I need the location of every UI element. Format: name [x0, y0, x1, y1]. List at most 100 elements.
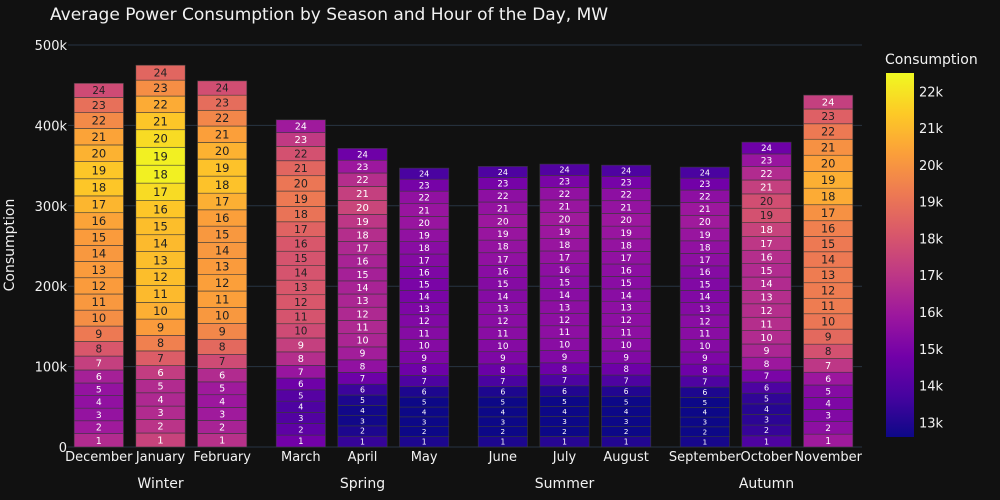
hour-label: 6: [825, 374, 831, 385]
hour-label: 19: [699, 231, 711, 241]
hour-label: 3: [157, 408, 163, 419]
bar-segment[interactable]: [73, 82, 124, 98]
hour-label: 14: [559, 291, 571, 301]
hour-label: 2: [219, 422, 225, 433]
hour-label: 20: [620, 215, 632, 226]
hour-label: 13: [760, 293, 772, 304]
bar-segment[interactable]: [337, 148, 388, 161]
hour-label: 13: [497, 305, 508, 315]
hour-label: 12: [760, 306, 772, 317]
hour-label: 19: [497, 230, 509, 240]
hour-label: 21: [699, 204, 711, 215]
hour-label: 21: [760, 183, 773, 194]
hour-label: 10: [699, 342, 711, 352]
hour-label: 3: [422, 417, 427, 426]
hour-label: 17: [760, 239, 772, 250]
hour-label: 8: [360, 362, 366, 372]
hour-label: 21: [418, 206, 430, 216]
colorbar-tick-label: 16k: [919, 306, 944, 321]
hour-label: 20: [418, 219, 430, 229]
hour-label: 11: [356, 323, 368, 334]
hour-label: 8: [95, 344, 102, 356]
colorbar-tick-label: 13k: [919, 416, 944, 431]
hour-label: 9: [298, 341, 304, 352]
hour-label: 18: [497, 243, 509, 253]
hour-label: 18: [559, 241, 571, 251]
hour-label: 17: [419, 256, 430, 266]
bar-segment[interactable]: [679, 166, 730, 179]
hour-label: 22: [294, 148, 307, 160]
bar-segment[interactable]: [741, 141, 792, 155]
hour-label: 2: [96, 423, 102, 434]
hour-label: 16: [760, 252, 772, 263]
y-axis-label: Consumption: [2, 199, 18, 292]
y-tick-label: 200k: [35, 280, 68, 295]
hour-label: 3: [501, 417, 506, 426]
hour-label: 19: [559, 227, 571, 238]
hour-label: 2: [157, 422, 163, 433]
hour-label: 10: [92, 311, 107, 325]
hour-label: 13: [215, 260, 230, 274]
hour-label: 10: [760, 333, 772, 344]
hour-label: 2: [624, 427, 629, 436]
hour-label: 23: [559, 177, 570, 187]
hour-label: 1: [764, 437, 769, 446]
hour-label: 12: [153, 270, 168, 284]
axes: 0 100k 200k 300k 400k 500k December January Febr…: [35, 39, 863, 492]
hour-label: 7: [702, 377, 707, 386]
bar-segment[interactable]: [135, 64, 186, 81]
hour-label: 7: [422, 377, 427, 386]
hour-label: 1: [360, 437, 365, 446]
hour-label: 5: [298, 390, 303, 400]
bar-segment[interactable]: [803, 94, 854, 110]
bar-segment[interactable]: [539, 163, 590, 176]
hour-label: 22: [418, 194, 429, 204]
hour-label: 20: [356, 203, 369, 214]
hour-label: 2: [360, 427, 365, 436]
hour-label: 8: [298, 354, 304, 365]
hour-label: 19: [294, 193, 308, 206]
season-label: Winter: [137, 476, 183, 492]
hour-label: 12: [215, 276, 230, 290]
hour-label: 16: [419, 269, 430, 279]
hour-label: 9: [562, 353, 568, 363]
hour-label: 7: [298, 368, 304, 378]
x-tick-label: September: [669, 450, 742, 465]
season-label: Summer: [535, 476, 595, 492]
hour-label: 11: [92, 295, 107, 309]
hour-label: 4: [360, 406, 365, 415]
hour-label: 23: [357, 162, 369, 173]
bar-segment[interactable]: [197, 80, 248, 96]
bar-segment[interactable]: [275, 119, 326, 133]
hour-label: 21: [559, 203, 571, 213]
hour-label: 4: [764, 405, 769, 414]
hour-label: 20: [821, 157, 836, 171]
bar-segment[interactable]: [477, 166, 528, 178]
x-tick-label: October: [740, 450, 793, 465]
hour-label: 13: [294, 282, 307, 294]
bar-segment[interactable]: [399, 167, 450, 180]
hour-label: 22: [356, 175, 368, 186]
y-tick-label: 100k: [35, 361, 68, 376]
hour-label: 13: [699, 305, 710, 315]
hour-label: 1: [624, 437, 629, 446]
bar-segment[interactable]: [601, 164, 652, 177]
bars: 1234567891011121314151617181920212223241…: [73, 64, 854, 448]
hour-label: 16: [357, 257, 369, 268]
hour-label: 19: [215, 161, 230, 175]
hour-label: 4: [562, 407, 567, 416]
hour-label: 5: [422, 398, 427, 407]
